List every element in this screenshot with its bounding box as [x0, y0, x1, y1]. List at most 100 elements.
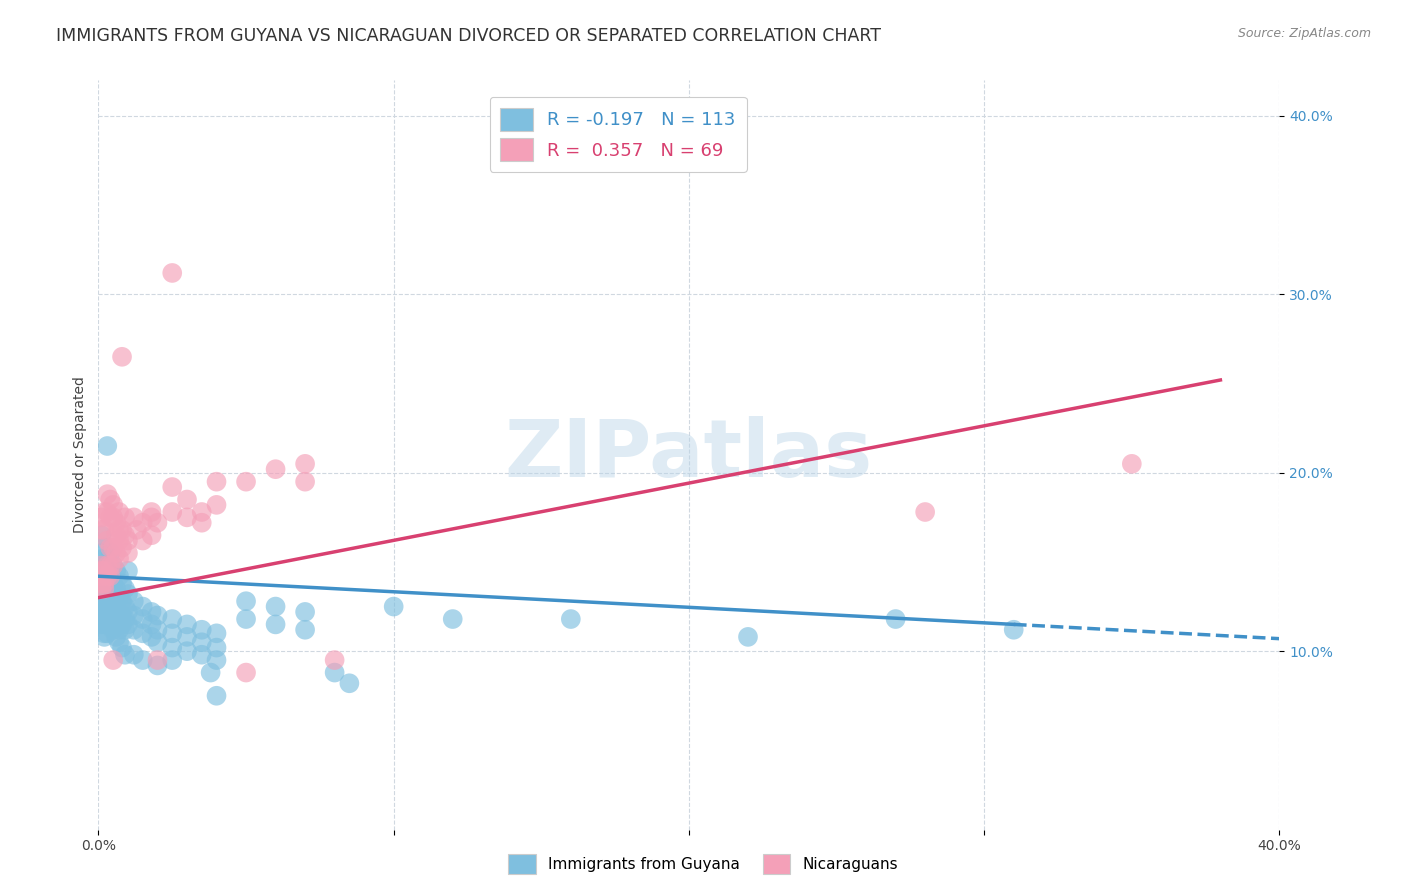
Point	[108, 569, 131, 583]
Point	[93, 582, 115, 596]
Point	[382, 599, 405, 614]
Point	[162, 505, 183, 519]
Point	[90, 605, 112, 619]
Point	[90, 510, 112, 524]
Point	[294, 605, 316, 619]
Point	[1002, 623, 1025, 637]
Text: Source: ZipAtlas.com: Source: ZipAtlas.com	[1237, 27, 1371, 40]
Point	[176, 630, 198, 644]
Point	[96, 612, 118, 626]
Point	[96, 573, 118, 587]
Point	[103, 623, 125, 637]
Point	[98, 587, 121, 601]
Point	[132, 653, 155, 667]
Point	[90, 576, 112, 591]
Point	[205, 640, 228, 655]
Point	[90, 612, 112, 626]
Point	[103, 498, 125, 512]
Point	[103, 541, 125, 555]
Point	[117, 605, 139, 619]
Point	[235, 665, 257, 680]
Point	[96, 439, 118, 453]
Point	[235, 612, 257, 626]
Point	[191, 635, 214, 649]
Point	[235, 594, 257, 608]
Point	[90, 617, 112, 632]
Point	[914, 505, 936, 519]
Point	[98, 510, 121, 524]
Point	[146, 608, 169, 623]
Point	[96, 564, 118, 578]
Point	[108, 612, 131, 626]
Point	[884, 612, 907, 626]
Point	[98, 558, 121, 573]
Point	[114, 599, 136, 614]
Point	[105, 582, 128, 596]
Point	[96, 533, 118, 548]
Point	[117, 564, 139, 578]
Point	[108, 505, 131, 519]
Point	[323, 653, 346, 667]
Point	[93, 630, 115, 644]
Point	[90, 587, 112, 601]
Point	[191, 516, 214, 530]
Point	[146, 658, 169, 673]
Point	[117, 587, 139, 601]
Point	[98, 617, 121, 632]
Point	[560, 612, 582, 626]
Point	[96, 558, 118, 573]
Point	[93, 612, 115, 626]
Point	[105, 630, 128, 644]
Point	[441, 612, 464, 626]
Point	[90, 576, 112, 591]
Point	[105, 546, 128, 560]
Point	[108, 605, 131, 619]
Text: ZIPatlas: ZIPatlas	[505, 416, 873, 494]
Point	[176, 617, 198, 632]
Point	[191, 623, 214, 637]
Point	[96, 487, 118, 501]
Point	[162, 266, 183, 280]
Point	[235, 475, 257, 489]
Point	[105, 516, 128, 530]
Point	[90, 564, 112, 578]
Point	[162, 626, 183, 640]
Point	[111, 523, 134, 537]
Point	[162, 640, 183, 655]
Point	[103, 605, 125, 619]
Point	[111, 608, 134, 623]
Point	[264, 599, 287, 614]
Point	[114, 648, 136, 662]
Point	[93, 605, 115, 619]
Point	[146, 635, 169, 649]
Point	[205, 689, 228, 703]
Point	[105, 528, 128, 542]
Point	[114, 623, 136, 637]
Point	[141, 505, 163, 519]
Point	[90, 582, 112, 596]
Point	[108, 635, 131, 649]
Point	[294, 457, 316, 471]
Point	[264, 462, 287, 476]
Point	[103, 612, 125, 626]
Point	[98, 569, 121, 583]
Point	[122, 510, 145, 524]
Point	[93, 558, 115, 573]
Point	[111, 594, 134, 608]
Point	[122, 608, 145, 623]
Point	[103, 582, 125, 596]
Point	[93, 626, 115, 640]
Point	[205, 498, 228, 512]
Text: IMMIGRANTS FROM GUYANA VS NICARAGUAN DIVORCED OR SEPARATED CORRELATION CHART: IMMIGRANTS FROM GUYANA VS NICARAGUAN DIV…	[56, 27, 882, 45]
Point	[205, 475, 228, 489]
Point	[93, 505, 115, 519]
Point	[103, 576, 125, 591]
Point	[98, 569, 121, 583]
Point	[96, 505, 118, 519]
Point	[114, 612, 136, 626]
Point	[125, 523, 148, 537]
Point	[103, 653, 125, 667]
Point	[93, 576, 115, 591]
Point	[191, 648, 214, 662]
Point	[323, 665, 346, 680]
